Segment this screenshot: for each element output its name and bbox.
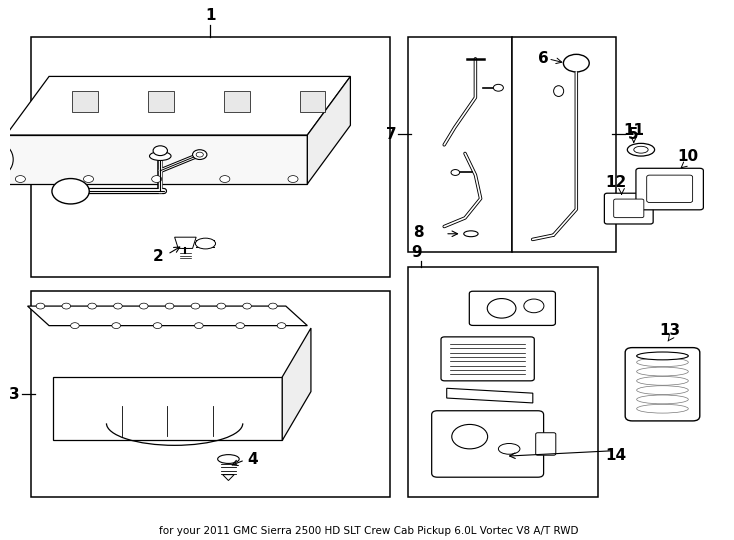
Bar	[408, 267, 598, 497]
Circle shape	[191, 303, 200, 309]
Circle shape	[487, 299, 516, 318]
Bar	[31, 292, 390, 497]
Circle shape	[524, 299, 544, 313]
Polygon shape	[224, 91, 250, 112]
Circle shape	[139, 303, 148, 309]
Text: 3: 3	[9, 387, 20, 402]
Polygon shape	[6, 77, 350, 135]
Bar	[408, 37, 512, 252]
Text: 5: 5	[628, 126, 638, 141]
Circle shape	[217, 303, 225, 309]
Circle shape	[152, 176, 161, 183]
Polygon shape	[222, 475, 234, 481]
Ellipse shape	[218, 455, 239, 463]
Circle shape	[15, 176, 26, 183]
Text: 14: 14	[605, 448, 626, 463]
Text: 1: 1	[206, 8, 216, 23]
FancyBboxPatch shape	[432, 411, 544, 477]
Circle shape	[36, 303, 45, 309]
Text: 12: 12	[606, 175, 627, 190]
Polygon shape	[72, 91, 98, 112]
Polygon shape	[175, 237, 196, 248]
Circle shape	[219, 176, 230, 183]
FancyBboxPatch shape	[469, 291, 556, 326]
Bar	[31, 37, 390, 277]
FancyBboxPatch shape	[441, 337, 534, 381]
Ellipse shape	[464, 231, 478, 237]
Text: 11: 11	[623, 123, 644, 138]
Circle shape	[70, 323, 79, 328]
Polygon shape	[6, 135, 308, 184]
Circle shape	[52, 179, 90, 204]
Text: for your 2011 GMC Sierra 2500 HD SLT Crew Cab Pickup 6.0L Vortec V8 A/T RWD: for your 2011 GMC Sierra 2500 HD SLT Cre…	[159, 526, 578, 536]
Polygon shape	[148, 91, 174, 112]
FancyBboxPatch shape	[614, 199, 644, 218]
FancyBboxPatch shape	[625, 348, 700, 421]
Circle shape	[195, 323, 203, 328]
Ellipse shape	[150, 152, 171, 160]
Polygon shape	[299, 91, 325, 112]
Polygon shape	[28, 306, 308, 326]
Circle shape	[493, 84, 504, 91]
Ellipse shape	[636, 352, 688, 360]
Circle shape	[451, 170, 459, 176]
Polygon shape	[308, 77, 350, 184]
Text: 8: 8	[413, 225, 424, 240]
Ellipse shape	[195, 238, 216, 249]
Circle shape	[243, 303, 251, 309]
Text: 6: 6	[537, 51, 548, 66]
FancyBboxPatch shape	[647, 175, 693, 202]
Text: 2: 2	[153, 249, 163, 264]
Circle shape	[84, 176, 93, 183]
Bar	[512, 37, 616, 252]
Ellipse shape	[553, 86, 564, 97]
Circle shape	[114, 303, 123, 309]
Circle shape	[236, 323, 244, 328]
Text: 13: 13	[659, 323, 680, 338]
Polygon shape	[53, 377, 283, 441]
Polygon shape	[447, 388, 533, 403]
Ellipse shape	[633, 146, 648, 153]
FancyBboxPatch shape	[536, 433, 556, 455]
Circle shape	[112, 323, 120, 328]
Ellipse shape	[0, 144, 13, 176]
Text: 10: 10	[677, 150, 698, 164]
Text: 7: 7	[385, 126, 396, 141]
FancyBboxPatch shape	[636, 168, 703, 210]
Text: 9: 9	[411, 245, 422, 260]
Ellipse shape	[498, 443, 520, 454]
Ellipse shape	[196, 152, 203, 157]
Circle shape	[88, 303, 96, 309]
Circle shape	[153, 146, 167, 156]
Ellipse shape	[628, 143, 655, 156]
Circle shape	[153, 323, 162, 328]
Polygon shape	[283, 328, 311, 441]
Circle shape	[62, 303, 70, 309]
FancyBboxPatch shape	[604, 193, 653, 224]
Circle shape	[451, 424, 487, 449]
Ellipse shape	[192, 150, 207, 159]
Circle shape	[288, 176, 298, 183]
Circle shape	[277, 323, 286, 328]
Circle shape	[165, 303, 174, 309]
Circle shape	[269, 303, 277, 309]
Text: 4: 4	[248, 451, 258, 467]
Circle shape	[564, 55, 589, 72]
